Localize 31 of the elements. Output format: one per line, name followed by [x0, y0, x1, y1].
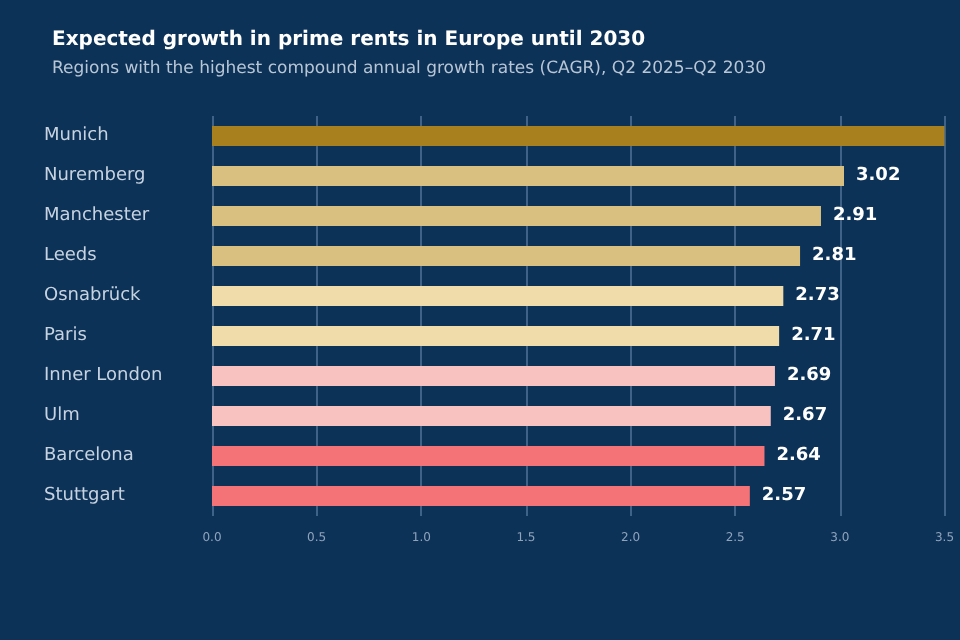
y-tick-label: Nuremberg — [44, 166, 146, 186]
data-label: 2.67 — [782, 406, 828, 426]
bar — [212, 126, 945, 146]
bar — [212, 486, 750, 506]
y-tick-label: Leeds — [44, 246, 98, 266]
y-tick-label: Paris — [44, 326, 88, 346]
y-tick-label: Manchester — [44, 206, 150, 226]
y-tick-label: Osnabrück — [44, 286, 143, 306]
bar — [212, 206, 821, 226]
bar — [212, 446, 765, 466]
chart-subtitle: Regions with the highest compound annual growth rates (CAGR), Q2 2025–Q2 2030 — [52, 59, 767, 79]
y-tick-label: Munich — [44, 126, 109, 146]
y-tick-label: Inner London — [44, 366, 163, 386]
chart-title: Expected growth in prime rents in Europe until 2030 — [52, 29, 646, 51]
bar — [212, 166, 845, 186]
data-label: 2.81 — [812, 246, 857, 266]
bar — [212, 286, 784, 306]
data-label: 2.64 — [776, 446, 821, 466]
data-label: 2.73 — [795, 286, 840, 306]
bar — [212, 246, 801, 266]
bar — [212, 406, 771, 426]
data-label: 2.69 — [786, 366, 832, 386]
y-tick-label: Ulm — [44, 406, 80, 426]
data-label: 2.71 — [791, 326, 836, 346]
data-label: 3.02 — [856, 166, 901, 186]
y-tick-label: Barcelona — [44, 446, 134, 466]
bar — [212, 366, 775, 386]
data-label: 2.57 — [761, 486, 807, 506]
bar — [212, 326, 780, 346]
data-label: 2.91 — [832, 206, 878, 226]
y-tick-label: Stuttgart — [44, 486, 126, 506]
